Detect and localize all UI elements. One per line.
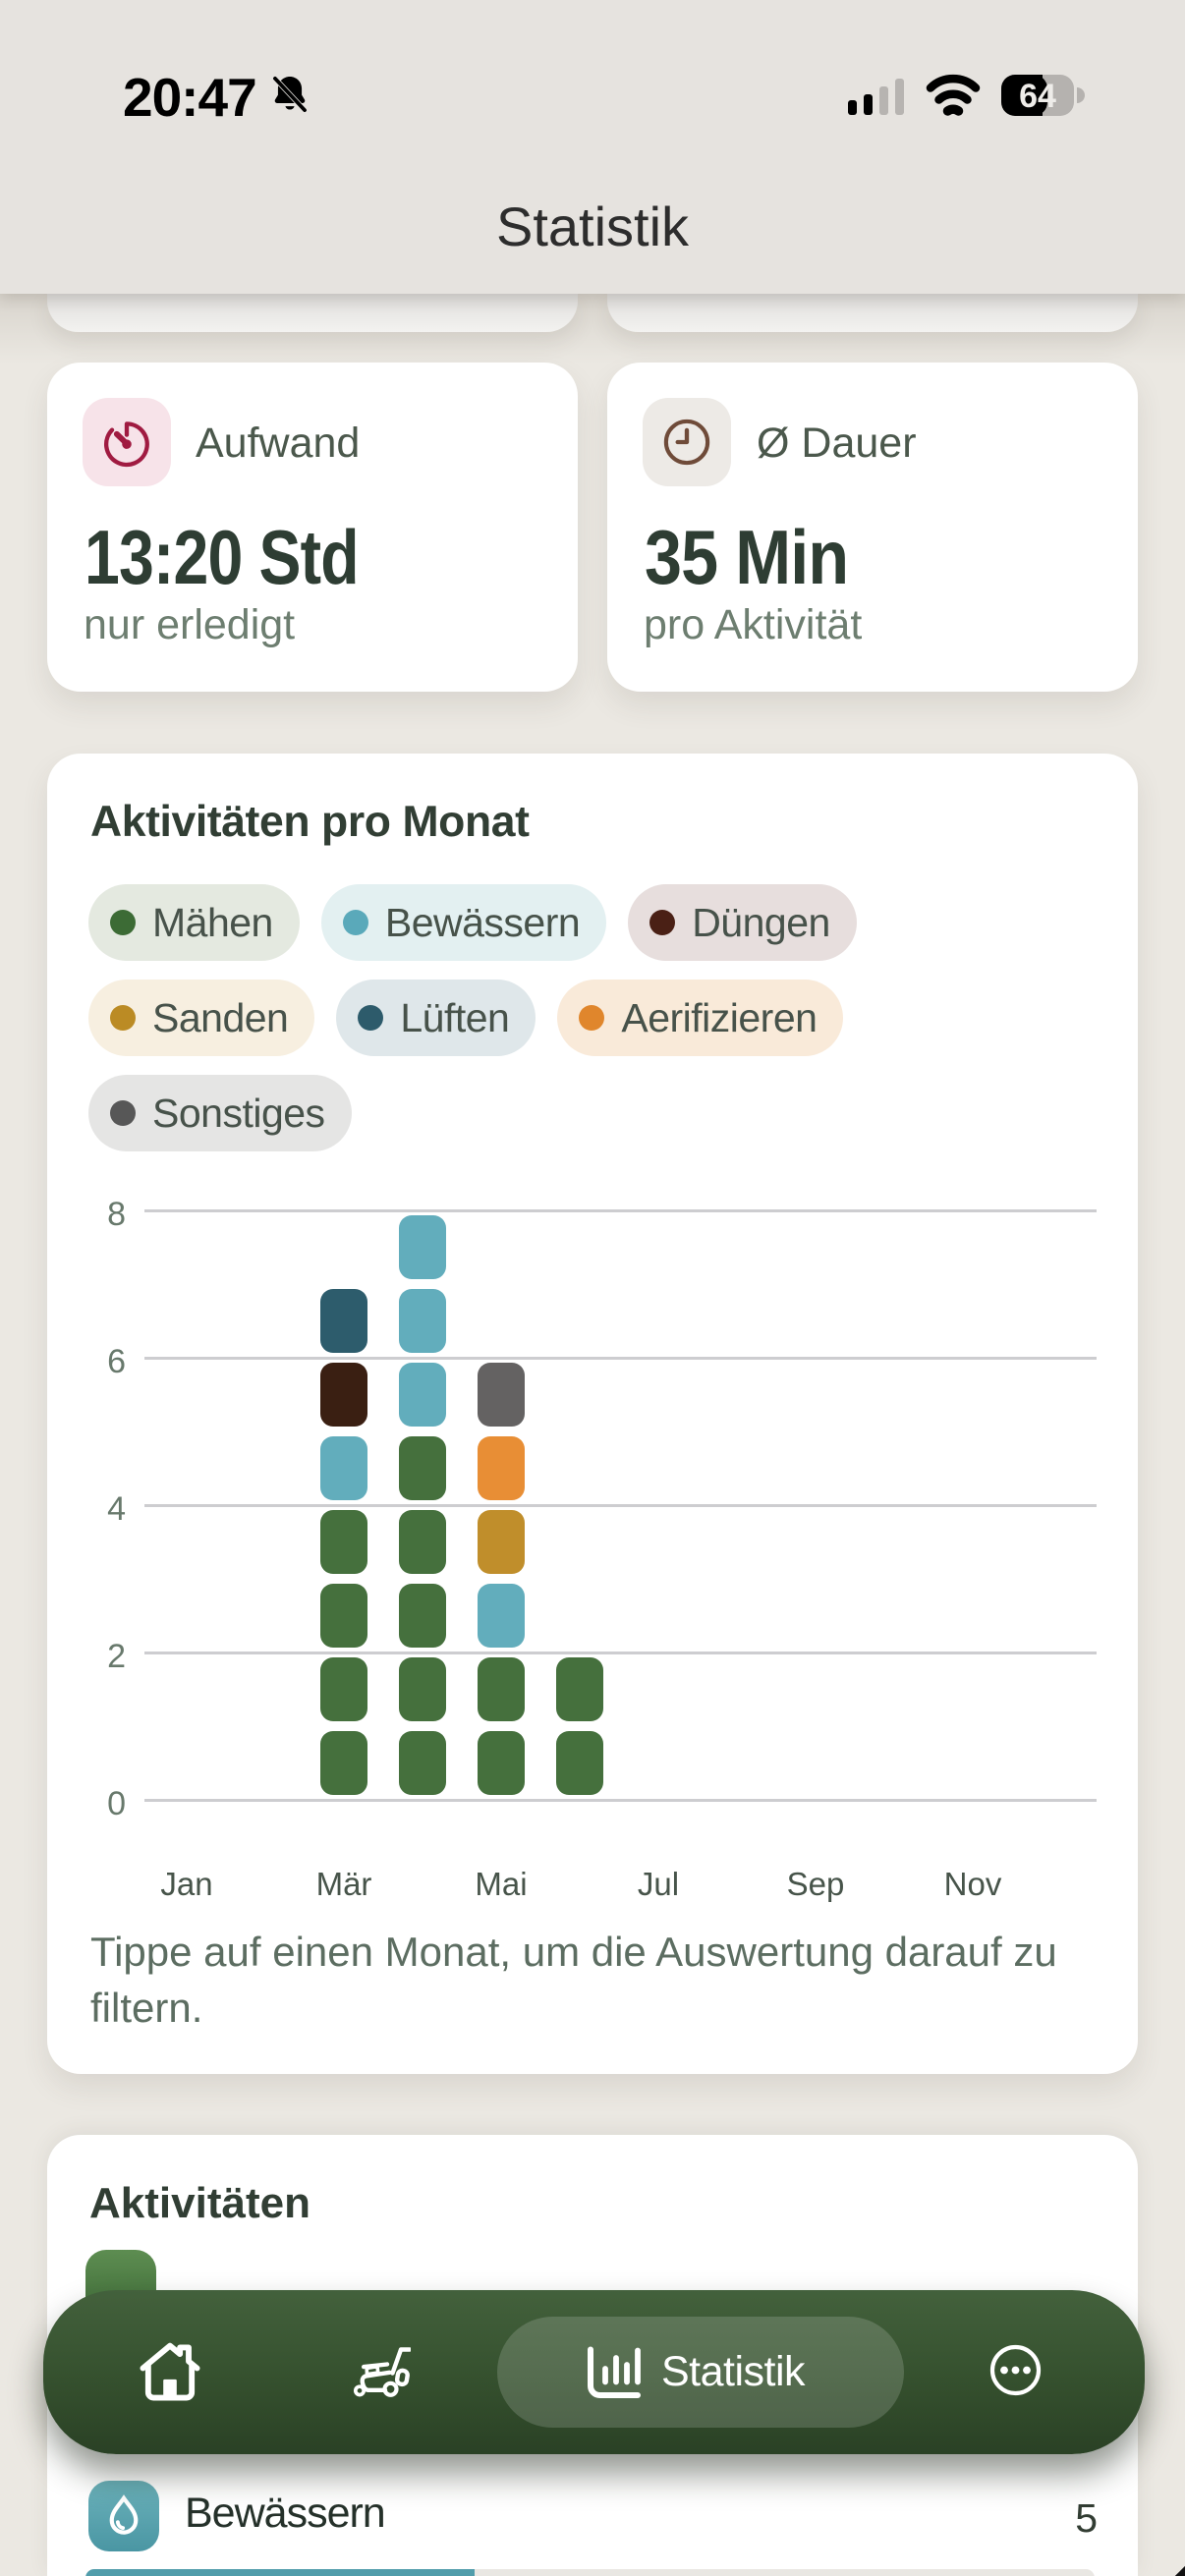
svg-text:64: 64 bbox=[1019, 78, 1056, 115]
